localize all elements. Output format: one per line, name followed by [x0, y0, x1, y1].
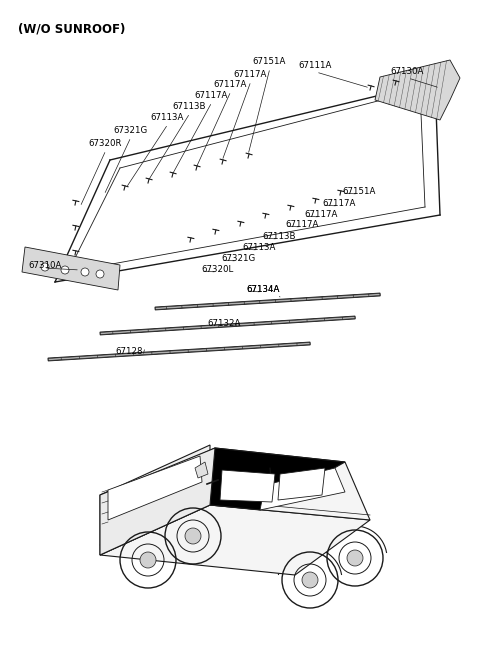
Polygon shape [48, 342, 310, 361]
Circle shape [96, 270, 104, 278]
Text: 67151A: 67151A [252, 57, 286, 66]
Text: 67134A: 67134A [246, 285, 279, 294]
Polygon shape [110, 448, 345, 510]
Text: 67320L: 67320L [201, 265, 233, 274]
Text: 67321G: 67321G [113, 126, 147, 135]
Text: (W/O SUNROOF): (W/O SUNROOF) [18, 22, 125, 35]
Text: 67321G: 67321G [221, 254, 255, 263]
Text: 67132A: 67132A [207, 319, 240, 328]
Text: 67117A: 67117A [233, 70, 266, 79]
Polygon shape [278, 468, 325, 500]
Polygon shape [100, 445, 210, 555]
Polygon shape [100, 448, 215, 555]
Polygon shape [220, 470, 275, 502]
Polygon shape [210, 448, 370, 520]
Circle shape [61, 266, 69, 274]
Text: 67117A: 67117A [304, 210, 337, 219]
Text: 67117A: 67117A [285, 220, 318, 229]
Polygon shape [375, 60, 460, 120]
Text: 67113A: 67113A [150, 113, 183, 122]
Polygon shape [155, 293, 380, 310]
Text: 67113B: 67113B [172, 102, 205, 111]
Polygon shape [195, 462, 208, 478]
Polygon shape [100, 505, 370, 575]
Text: 67113A: 67113A [242, 243, 276, 252]
Circle shape [302, 572, 318, 588]
Circle shape [347, 550, 363, 566]
Text: 67113B: 67113B [262, 232, 296, 241]
Polygon shape [22, 247, 120, 290]
Text: 67151A: 67151A [342, 187, 375, 196]
Text: 67111A: 67111A [298, 61, 331, 70]
Circle shape [41, 263, 49, 271]
Text: 67128: 67128 [115, 347, 143, 356]
Text: 67310A: 67310A [28, 261, 61, 270]
Polygon shape [100, 316, 355, 335]
Text: 67117A: 67117A [213, 80, 246, 89]
Circle shape [185, 528, 201, 544]
Circle shape [140, 552, 156, 568]
Text: 67117A: 67117A [194, 91, 228, 100]
Text: 67117A: 67117A [322, 199, 355, 208]
Text: 67130A: 67130A [390, 67, 423, 76]
Polygon shape [260, 468, 345, 510]
Text: 67134A: 67134A [246, 285, 279, 294]
Text: 67320R: 67320R [88, 139, 121, 148]
Polygon shape [108, 456, 202, 520]
Circle shape [81, 268, 89, 276]
